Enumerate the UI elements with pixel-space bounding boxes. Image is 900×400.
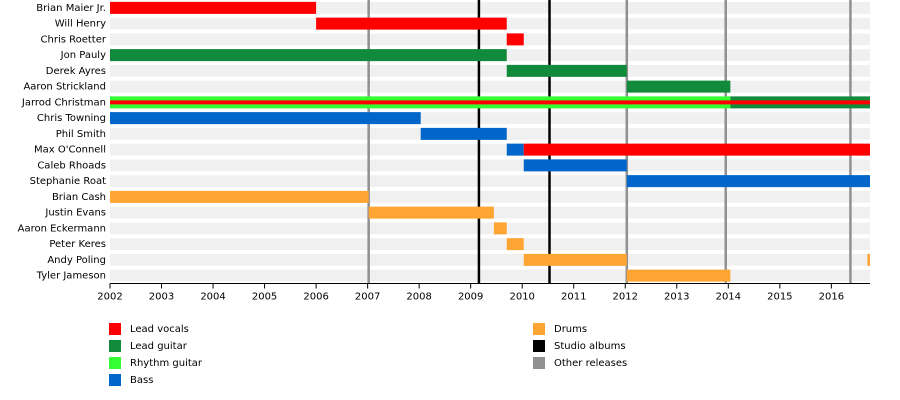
membership-bar bbox=[110, 49, 507, 62]
row-band bbox=[110, 254, 870, 266]
row-band bbox=[110, 65, 870, 77]
membership-bar bbox=[523, 253, 627, 266]
membership-bar bbox=[626, 269, 731, 282]
member-label: Aaron Strickland bbox=[23, 82, 106, 93]
x-tick-label: 2005 bbox=[252, 292, 277, 303]
legend-swatch bbox=[109, 323, 121, 335]
member-label: Andy Poling bbox=[47, 255, 106, 266]
membership-bar bbox=[493, 222, 507, 235]
membership-bar bbox=[506, 33, 524, 46]
membership-bar bbox=[368, 206, 494, 219]
x-tick-label: 2004 bbox=[200, 292, 225, 303]
x-tick-label: 2007 bbox=[355, 292, 380, 303]
member-label: Phil Smith bbox=[56, 129, 106, 140]
legend-label: Rhythm guitar bbox=[130, 358, 203, 369]
legend-label: Other releases bbox=[554, 358, 627, 369]
member-label: Tyler Jameson bbox=[36, 271, 106, 282]
member-label: Caleb Rhoads bbox=[37, 160, 106, 171]
row-band bbox=[110, 238, 870, 250]
legend-swatch bbox=[533, 357, 545, 369]
legend-swatch bbox=[109, 340, 121, 352]
membership-bar bbox=[626, 175, 870, 188]
member-label: Brian Cash bbox=[52, 192, 106, 203]
membership-bar bbox=[110, 190, 369, 203]
x-tick-label: 2012 bbox=[613, 292, 638, 303]
x-tick-label: 2006 bbox=[303, 292, 328, 303]
membership-bar bbox=[506, 64, 627, 77]
legend-swatch bbox=[533, 323, 545, 335]
row-band bbox=[110, 112, 870, 124]
x-tick-label: 2002 bbox=[97, 292, 122, 303]
membership-bar bbox=[867, 253, 870, 266]
row-band bbox=[110, 80, 870, 93]
row-band bbox=[110, 175, 870, 187]
x-tick-label: 2015 bbox=[767, 292, 792, 303]
x-tick-label: 2010 bbox=[509, 292, 534, 303]
legend-swatch bbox=[109, 357, 121, 369]
member-label: Peter Keres bbox=[49, 239, 106, 250]
member-label: Chris Roetter bbox=[41, 34, 107, 45]
row-band bbox=[110, 222, 870, 235]
legend-label: Drums bbox=[554, 324, 587, 335]
x-tick-label: 2016 bbox=[819, 292, 844, 303]
membership-bar bbox=[626, 80, 731, 93]
member-label: Stephanie Roat bbox=[30, 176, 106, 187]
legend-label: Bass bbox=[130, 375, 153, 386]
membership-bar bbox=[110, 100, 870, 105]
row-band bbox=[110, 33, 870, 46]
x-tick-label: 2014 bbox=[716, 292, 741, 303]
x-tick-label: 2011 bbox=[561, 292, 586, 303]
member-label: Will Henry bbox=[55, 19, 106, 30]
member-label: Max O'Connell bbox=[34, 145, 106, 156]
row-band bbox=[110, 143, 870, 156]
membership-bar bbox=[110, 112, 421, 125]
member-label: Chris Towning bbox=[37, 113, 106, 124]
member-label: Aaron Eckermann bbox=[18, 223, 106, 234]
row-band bbox=[110, 269, 870, 282]
membership-bar bbox=[420, 127, 507, 140]
x-tick-label: 2008 bbox=[406, 292, 431, 303]
legend-swatch bbox=[533, 340, 545, 352]
row-band bbox=[110, 2, 870, 14]
membership-bar bbox=[523, 143, 870, 156]
member-label: Jon Pauly bbox=[60, 50, 106, 61]
member-label: Derek Ayres bbox=[46, 66, 106, 77]
legend-label: Lead vocals bbox=[130, 324, 189, 335]
member-label: Justin Evans bbox=[44, 208, 106, 219]
membership-bar bbox=[110, 1, 317, 14]
row-band bbox=[110, 159, 870, 172]
membership-bar bbox=[316, 17, 507, 30]
x-tick-label: 2013 bbox=[664, 292, 689, 303]
legend-swatch bbox=[109, 374, 121, 386]
membership-bar bbox=[523, 159, 627, 172]
legend-label: Lead guitar bbox=[130, 341, 188, 352]
legend-label: Studio albums bbox=[554, 341, 626, 352]
member-label: Brian Maier Jr. bbox=[36, 3, 106, 14]
member-label: Jarrod Christman bbox=[21, 97, 106, 108]
row-band bbox=[110, 191, 870, 203]
x-tick-label: 2009 bbox=[458, 292, 483, 303]
membership-bar bbox=[506, 238, 524, 251]
membership-bar bbox=[506, 143, 524, 156]
x-tick-label: 2003 bbox=[149, 292, 174, 303]
